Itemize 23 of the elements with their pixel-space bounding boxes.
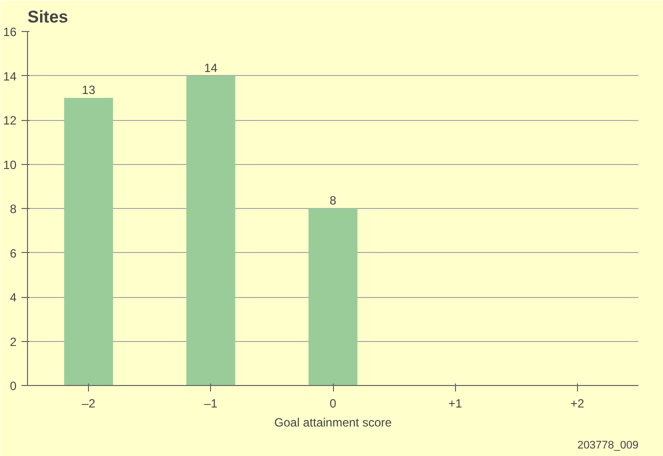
x-tick-label: +2 — [570, 396, 585, 410]
bar — [308, 208, 358, 386]
bar — [64, 98, 114, 386]
y-tick-label: 6 — [10, 246, 17, 260]
x-tick-label: –2 — [82, 396, 96, 410]
y-tick-label: 8 — [10, 202, 17, 216]
y-tick-label: 4 — [10, 290, 17, 304]
x-tick-label: –1 — [204, 396, 218, 410]
bar — [186, 76, 236, 386]
data-label: 8 — [330, 194, 337, 208]
y-tick-label: 12 — [3, 114, 17, 128]
text: 203778_009 — [577, 440, 639, 452]
data-label: 14 — [204, 60, 218, 75]
y-tick-label: 2 — [10, 334, 17, 349]
data-label: 13 — [82, 82, 96, 97]
y-tick-label: 16 — [3, 25, 17, 39]
y-tick-label: 0 — [10, 379, 17, 393]
chart-title: Sites — [28, 8, 68, 26]
y-tick-label: 10 — [3, 158, 17, 172]
x-tick-label: +1 — [448, 396, 462, 410]
y-tick-label: 14 — [3, 69, 17, 84]
x-axis-title: Goal attainment score — [274, 416, 392, 430]
x-tick-label: 0 — [330, 396, 337, 410]
